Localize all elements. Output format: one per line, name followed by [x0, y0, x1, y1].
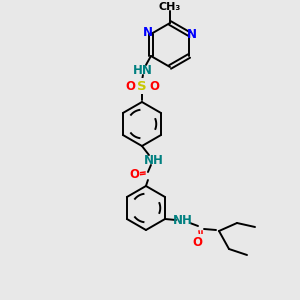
- Text: S: S: [137, 80, 147, 92]
- Text: HN: HN: [133, 64, 153, 76]
- Text: O: O: [125, 80, 135, 92]
- Text: N: N: [143, 26, 153, 40]
- Text: O: O: [149, 80, 159, 92]
- Text: NH: NH: [144, 154, 164, 166]
- Text: CH₃: CH₃: [159, 2, 181, 12]
- Text: NH: NH: [173, 214, 193, 227]
- Text: O: O: [129, 167, 139, 181]
- Text: O: O: [192, 236, 202, 248]
- Text: N: N: [187, 28, 197, 40]
